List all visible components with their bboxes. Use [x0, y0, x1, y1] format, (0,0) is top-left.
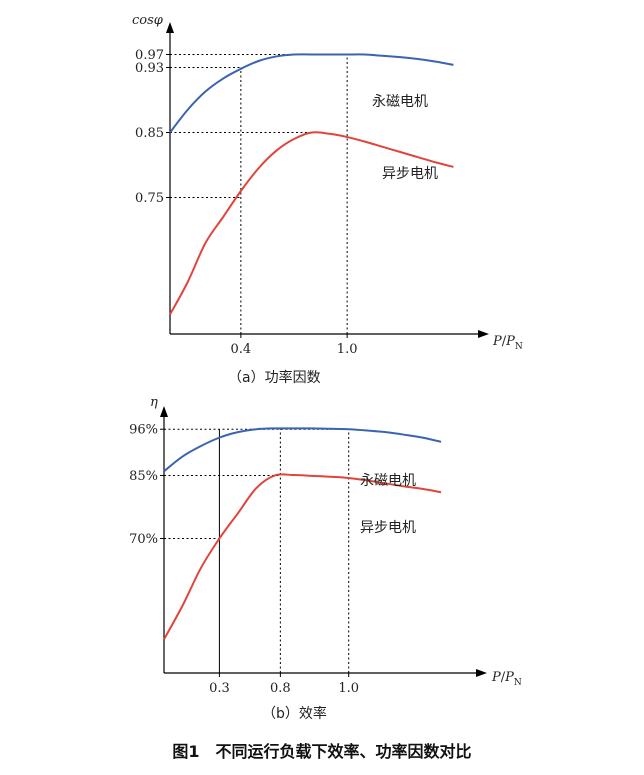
x-tick-label: 0.3: [209, 681, 230, 696]
series-line-pm-motor: [163, 427, 442, 473]
y-ticks: 96% 85% 70%: [129, 423, 164, 547]
chart-efficiency: 96% 85% 70% 0.3 0.8 1.0 η P/PN （b）效率 永磁电机 异步…: [129, 395, 522, 722]
x-axis-label: P/PN: [491, 670, 522, 688]
y-axis-arrow-icon: [166, 22, 174, 33]
x-tick-label: 0.4: [231, 342, 252, 357]
x-tick-label: 1.0: [338, 681, 359, 696]
x-tick-label: 1.0: [337, 342, 358, 357]
guide-lines: [170, 54, 348, 334]
guide-lines: [164, 428, 350, 673]
y-axis-label: cosφ: [132, 13, 164, 28]
y-tick-label: 0.93: [135, 61, 164, 76]
x-axis-arrow-icon: [476, 669, 487, 677]
y-tick-label: 0.75: [135, 191, 164, 206]
series-line-pm-motor: [169, 53, 454, 134]
y-axis-arrow-icon: [160, 406, 168, 417]
y-tick-label: 0.97: [135, 48, 164, 63]
series-line-async-motor: [163, 473, 442, 640]
y-tick-label: 0.85: [135, 126, 164, 141]
x-tick-label: 0.8: [270, 681, 291, 696]
series-line-async-motor: [169, 131, 454, 315]
legend-pm-motor: 永磁电机: [360, 473, 416, 489]
y-tick-label: 96%: [129, 423, 158, 438]
chart-caption: （a）功率因数: [228, 369, 321, 386]
series-lines: [163, 427, 442, 640]
series-lines: [169, 53, 454, 315]
y-axis-label: η: [150, 395, 158, 410]
x-axis-arrow-icon: [478, 330, 489, 338]
x-ticks: 0.3 0.8 1.0: [209, 673, 359, 696]
chart-power-factor: 0.970.93 0.85 0.75 0.4 1.0 cosφ P/PN （a）功率因…: [132, 13, 523, 386]
chart-caption: （b）效率: [262, 705, 327, 722]
legend-async-motor: 异步电机: [382, 166, 438, 182]
legend-pm-motor: 永磁电机: [372, 94, 428, 110]
x-ticks: 0.4 1.0: [231, 334, 358, 357]
legend-async-motor: 异步电机: [360, 520, 416, 536]
y-ticks: 0.970.93 0.85 0.75: [135, 48, 170, 206]
x-axis-label: P/PN: [492, 334, 523, 352]
y-tick-label: 70%: [129, 532, 158, 547]
y-tick-label: 85%: [129, 469, 158, 484]
figure-title: 图1 不同运行负载下效率、功率因数对比: [172, 742, 471, 761]
